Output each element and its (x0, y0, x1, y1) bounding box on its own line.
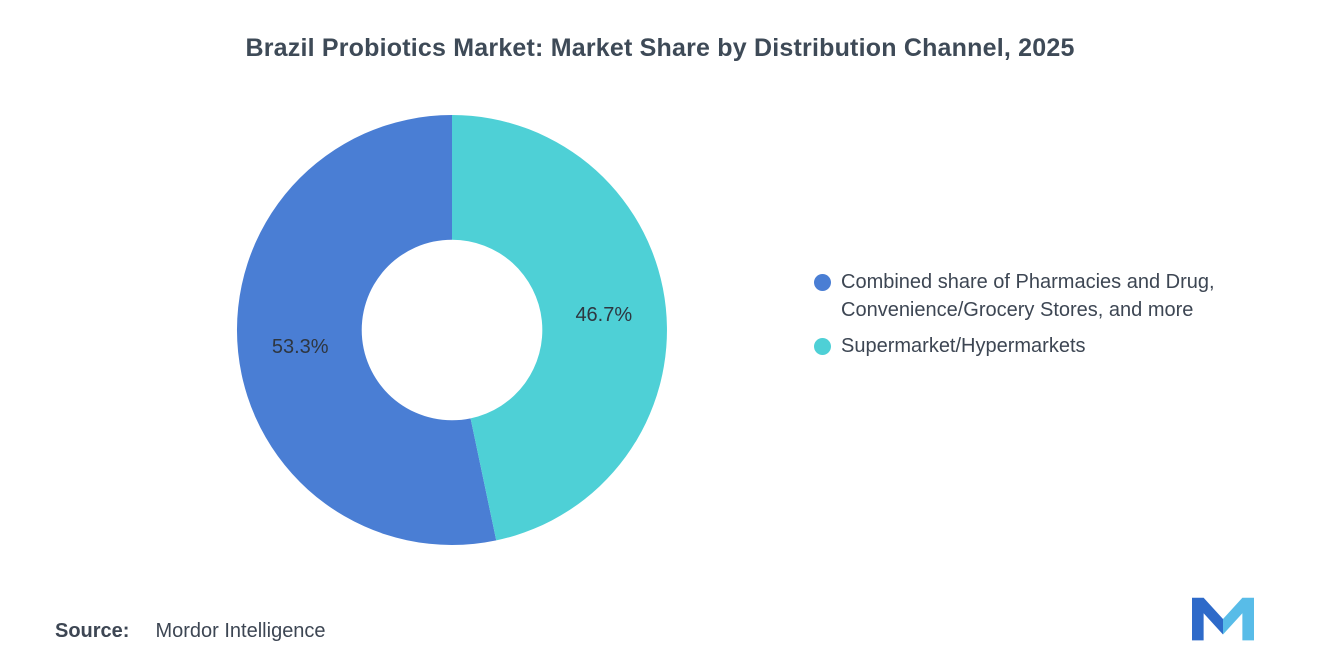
mordor-intelligence-logo-icon (1192, 597, 1254, 641)
source-line: Source: Mordor Intelligence (55, 620, 326, 643)
slice-label-0: 53.3% (272, 336, 329, 358)
source-label: Source: (55, 620, 130, 642)
slice-label-1: 46.7% (575, 304, 632, 326)
legend-marker-pharmacies-icon (814, 274, 831, 291)
chart-title: Brazil Probiotics Market: Market Share b… (245, 34, 1075, 62)
legend-item: Combined share of Pharmacies and Drug, C… (814, 268, 1284, 324)
legend-item: Supermarket/Hypermarkets (814, 332, 1284, 360)
legend-label-pharmacies: Combined share of Pharmacies and Drug, C… (841, 271, 1215, 321)
legend: Combined share of Pharmacies and Drug, C… (814, 268, 1284, 360)
source-value: Mordor Intelligence (155, 620, 326, 642)
donut-slice-1 (452, 115, 667, 541)
logo-right-shape (1223, 597, 1254, 641)
legend-label-supermarkets: Supermarket/Hypermarkets (841, 335, 1086, 357)
logo-left-shape (1192, 597, 1223, 641)
donut-chart: 53.3% 46.7% (236, 115, 667, 546)
legend-marker-supermarkets-icon (814, 338, 831, 355)
donut-slice-0 (236, 115, 497, 546)
